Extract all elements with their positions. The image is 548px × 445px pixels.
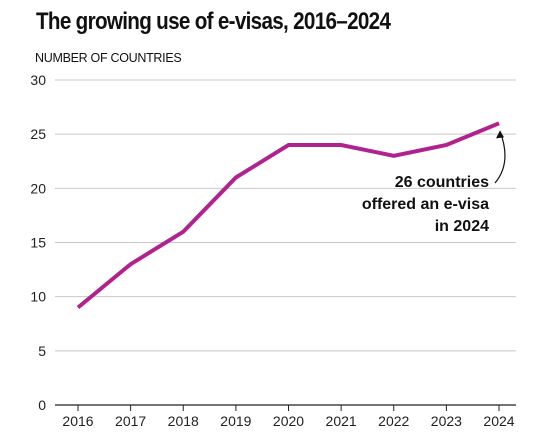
x-tick-label-2020: 2020 (273, 413, 304, 429)
x-tick-label-2017: 2017 (115, 413, 146, 429)
y-tick-label-30: 30 (30, 72, 46, 88)
x-tick-label-2023: 2023 (431, 413, 462, 429)
x-tick-label-2018: 2018 (168, 413, 199, 429)
y-tick-label-15: 15 (30, 235, 46, 251)
annotation-arrow (494, 131, 506, 184)
series-line-0 (76, 121, 500, 310)
chart-title: The growing use of e-visas, 2016–2024 (36, 8, 391, 35)
y-tick-label-0: 0 (38, 397, 46, 413)
y-tick-label-20: 20 (30, 180, 46, 196)
x-tick-label-2024: 2024 (483, 413, 514, 429)
y-tick-label-25: 25 (30, 126, 46, 142)
annotation-line-1: 26 countries (395, 174, 489, 191)
x-tick-label-2016: 2016 (62, 413, 93, 429)
y-axis-label: NUMBER OF COUNTRIES (35, 51, 182, 65)
annotation-line-3: in 2024 (435, 218, 489, 235)
x-tick-label-2019: 2019 (220, 413, 251, 429)
y-tick-label-10: 10 (30, 289, 46, 305)
annotation-line-2: offered an e-visa (362, 196, 489, 213)
x-tick-label-2021: 2021 (326, 413, 357, 429)
annotation-arrowhead (496, 130, 504, 139)
x-tick-label-2022: 2022 (378, 413, 409, 429)
y-tick-label-5: 5 (38, 343, 46, 359)
